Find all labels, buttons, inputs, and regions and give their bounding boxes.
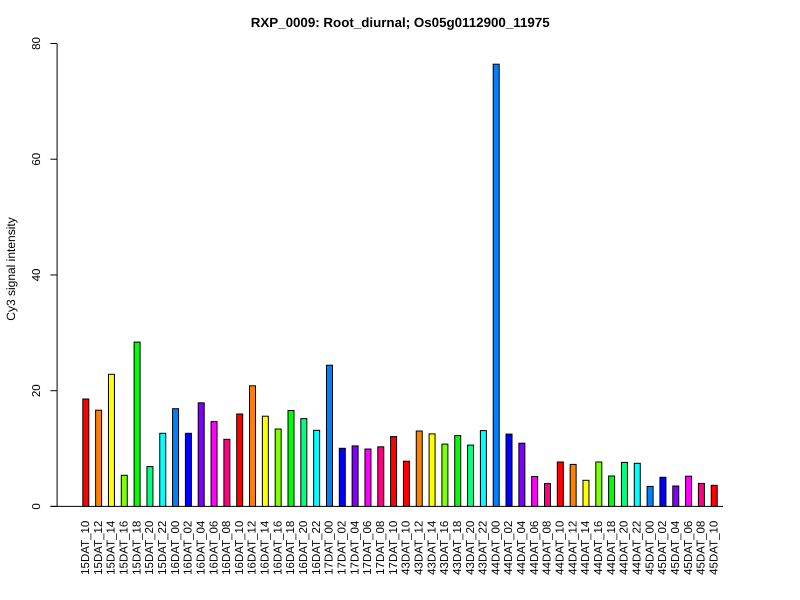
svg-text:15DAT_14: 15DAT_14 [106,520,118,575]
svg-text:44DAT_12: 44DAT_12 [567,521,579,575]
svg-text:43DAT_14: 43DAT_14 [426,520,438,575]
svg-text:16DAT_04: 16DAT_04 [195,520,207,575]
svg-text:40: 40 [31,269,43,282]
svg-text:16DAT_06: 16DAT_06 [208,521,220,575]
svg-text:17DAT_00: 17DAT_00 [324,521,336,575]
svg-text:44DAT_20: 44DAT_20 [619,521,631,575]
svg-text:44DAT_08: 44DAT_08 [542,521,554,575]
svg-text:44DAT_00: 44DAT_00 [490,521,502,575]
svg-text:60: 60 [31,153,43,166]
svg-text:16DAT_14: 16DAT_14 [260,520,272,575]
svg-text:44DAT_10: 44DAT_10 [555,521,567,575]
svg-text:0: 0 [31,503,43,509]
svg-text:43DAT_22: 43DAT_22 [478,521,490,575]
svg-text:45DAT_00: 45DAT_00 [644,521,656,575]
svg-text:45DAT_08: 45DAT_08 [696,521,708,575]
svg-text:15DAT_18: 15DAT_18 [131,521,143,575]
svg-text:43DAT_18: 43DAT_18 [452,521,464,575]
svg-text:16DAT_02: 16DAT_02 [183,521,195,575]
svg-text:44DAT_22: 44DAT_22 [631,521,643,575]
svg-text:20: 20 [31,384,43,397]
svg-text:45DAT_04: 45DAT_04 [670,520,682,575]
svg-text:15DAT_10: 15DAT_10 [80,521,92,575]
svg-text:16DAT_20: 16DAT_20 [298,521,310,575]
svg-text:17DAT_08: 17DAT_08 [375,521,387,575]
svg-text:45DAT_10: 45DAT_10 [708,521,720,575]
svg-text:16DAT_12: 16DAT_12 [247,521,259,575]
svg-text:45DAT_06: 45DAT_06 [683,521,695,575]
svg-text:43DAT_12: 43DAT_12 [413,521,425,575]
svg-text:16DAT_00: 16DAT_00 [170,521,182,575]
svg-text:17DAT_06: 17DAT_06 [362,521,374,575]
svg-text:16DAT_22: 16DAT_22 [311,521,323,575]
svg-text:80: 80 [31,37,43,50]
svg-text:17DAT_02: 17DAT_02 [337,521,349,575]
svg-text:44DAT_14: 44DAT_14 [580,520,592,575]
svg-text:44DAT_16: 44DAT_16 [593,521,605,575]
svg-text:15DAT_20: 15DAT_20 [144,521,156,575]
svg-text:44DAT_18: 44DAT_18 [606,521,618,575]
svg-text:44DAT_06: 44DAT_06 [529,521,541,575]
svg-text:16DAT_08: 16DAT_08 [221,521,233,575]
svg-text:15DAT_12: 15DAT_12 [93,521,105,575]
svg-text:44DAT_02: 44DAT_02 [503,521,515,575]
svg-text:RXP_0009: Root_diurnal; Os05g0: RXP_0009: Root_diurnal; Os05g0112900_119… [251,15,551,30]
svg-text:15DAT_22: 15DAT_22 [157,521,169,575]
svg-text:16DAT_18: 16DAT_18 [285,521,297,575]
svg-text:17DAT_04: 17DAT_04 [349,520,361,575]
svg-text:44DAT_04: 44DAT_04 [516,520,528,575]
svg-text:43DAT_20: 43DAT_20 [465,521,477,575]
svg-text:45DAT_02: 45DAT_02 [657,521,669,575]
svg-text:16DAT_16: 16DAT_16 [272,521,284,575]
svg-text:Cy3 signal intensity: Cy3 signal intensity [4,217,18,320]
svg-text:16DAT_10: 16DAT_10 [234,521,246,575]
svg-text:15DAT_16: 15DAT_16 [118,521,130,575]
svg-text:17DAT_10: 17DAT_10 [388,521,400,575]
svg-text:43DAT_10: 43DAT_10 [401,521,413,575]
svg-text:43DAT_16: 43DAT_16 [439,521,451,575]
